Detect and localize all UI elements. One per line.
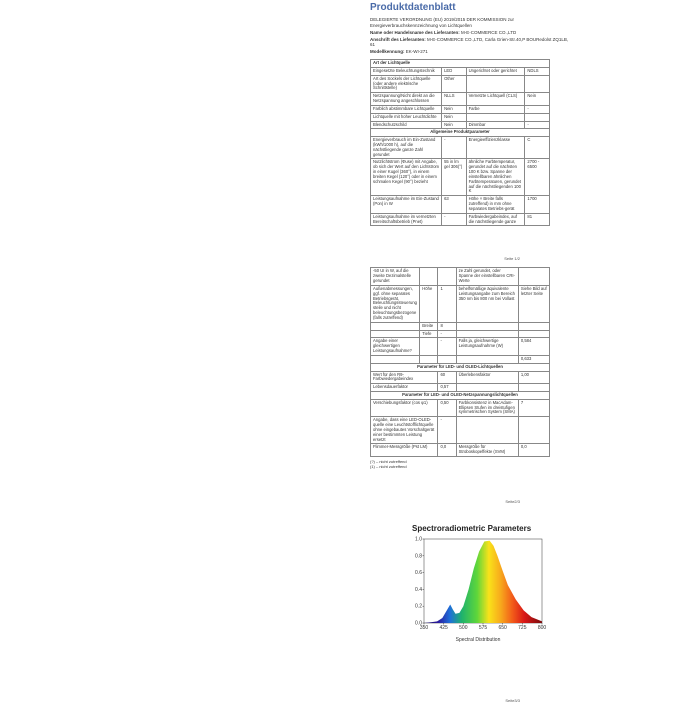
product-parameters-table-2: -50 UI in W, auf die zweite Dezimalstell… [370, 267, 550, 457]
svg-text:1.0: 1.0 [415, 537, 422, 543]
footnote-2: (1) – nicht zutreffend [370, 464, 570, 469]
address-label: Anschrift des Lieferanten: [370, 37, 426, 42]
svg-text:725: 725 [518, 625, 527, 631]
spectral-chart: 0.00.20.40.60.81.0350425500575650725800 [130, 535, 548, 635]
page-title: Produktdatenblatt [130, 2, 570, 13]
svg-text:0.8: 0.8 [415, 553, 422, 559]
svg-text:650: 650 [498, 625, 507, 631]
regulation-line: DELEGIERTE VERORDNUNG (EU) 2019/2015 DER… [370, 17, 570, 29]
svg-text:0.6: 0.6 [415, 570, 422, 576]
footnotes: (?) – nicht zutreffend (1) – nicht zutre… [130, 459, 570, 469]
page-number-1: Seite 1/2 [130, 256, 570, 261]
spectral-svg: 0.00.20.40.60.81.0350425500575650725800 [408, 535, 548, 635]
svg-text:0.2: 0.2 [415, 604, 422, 610]
svg-text:800: 800 [538, 625, 547, 631]
chart-x-label: Spectral Distribution [130, 637, 548, 643]
supplier-label: Name oder Handelsname des Lieferanten: [370, 30, 460, 35]
model-value: EK-WI-271 [406, 49, 428, 54]
svg-text:425: 425 [439, 625, 448, 631]
svg-text:0.4: 0.4 [415, 587, 422, 593]
svg-text:575: 575 [479, 625, 488, 631]
supplier-value: M-E-COMMERCE CO.,LTD [461, 30, 516, 35]
page-number-2: Seite2/3 [130, 499, 570, 504]
product-parameters-table-1: Art der LichtquelleEingesetzte Beleuchtu… [370, 59, 550, 226]
model-label: Modellkennung: [370, 49, 405, 54]
chart-title: Spectroradiometric Parameters [130, 524, 570, 533]
meta-block: DELEGIERTE VERORDNUNG (EU) 2019/2015 DER… [130, 17, 570, 55]
page-number-3: Seite3/3 [130, 698, 570, 703]
svg-text:500: 500 [459, 625, 468, 631]
svg-text:350: 350 [420, 625, 429, 631]
